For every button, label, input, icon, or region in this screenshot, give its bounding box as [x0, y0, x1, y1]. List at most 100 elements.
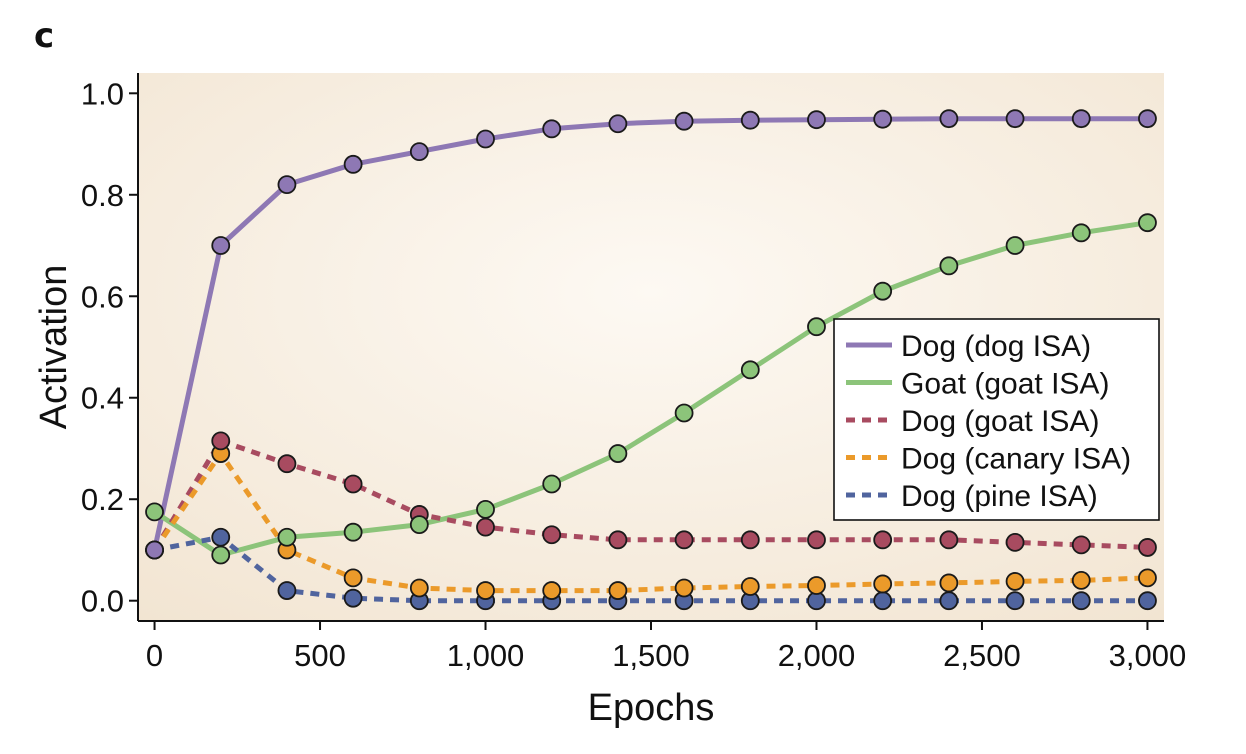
data-point-series-4 [939, 591, 959, 611]
data-point-series-2 [343, 474, 363, 494]
data-point-series-0 [674, 111, 694, 131]
data-point-series-2 [1005, 532, 1025, 552]
y-tick-label: 0.8 [81, 178, 124, 213]
data-point-series-3 [674, 578, 694, 598]
data-point-series-1 [476, 499, 495, 519]
data-point-series-3 [1005, 572, 1025, 591]
series-line-2 [152, 438, 1148, 552]
data-point-series-1 [740, 360, 760, 380]
legend-entry: Dog (goat ISA) [901, 405, 1099, 438]
data-point-series-0 [807, 110, 826, 130]
data-point-series-1 [211, 545, 231, 565]
data-point-series-0 [873, 109, 893, 129]
y-axis-title: Activation [33, 265, 75, 430]
data-point-series-2 [873, 530, 893, 550]
data-point-series-3 [1138, 568, 1157, 588]
data-point-series-0 [542, 119, 562, 139]
data-point-series-1 [939, 256, 959, 276]
data-point-series-4 [873, 591, 893, 611]
data-point-series-1 [409, 515, 429, 534]
data-point-series-3 [807, 576, 826, 595]
data-point-series-0 [1005, 109, 1025, 129]
x-axis-ticks: 0 500 1,000 1,500 2,000 2,500 3,000 [146, 621, 1186, 673]
x-tick-label: 3,000 [1109, 638, 1187, 673]
data-point-series-2 [807, 530, 826, 550]
data-point-series-1 [1071, 223, 1091, 243]
y-tick-label: 0.6 [81, 279, 124, 314]
data-point-series-1 [1005, 236, 1025, 255]
data-point-series-3 [343, 568, 363, 588]
data-point-series-1 [145, 502, 164, 522]
data-point-series-4 [277, 581, 297, 600]
data-point-series-3 [939, 573, 959, 593]
data-point-series-2 [674, 530, 694, 550]
y-tick-label: 0.2 [81, 482, 124, 517]
data-point-series-2 [542, 525, 562, 545]
data-point-series-2 [1138, 538, 1157, 557]
y-tick-label: 0.0 [81, 584, 124, 619]
y-axis-ticks: 0.0 0.2 0.4 0.6 0.8 1.0 [81, 76, 138, 619]
data-point-series-1 [343, 522, 363, 542]
data-point-series-0 [1071, 109, 1091, 129]
data-point-series-4 [1005, 591, 1025, 611]
legend-box [833, 318, 1160, 521]
series-points [145, 109, 1157, 611]
data-point-series-0 [476, 129, 495, 149]
data-point-series-4 [1138, 591, 1157, 611]
data-point-series-1 [277, 527, 297, 547]
data-point-series-3 [1071, 571, 1091, 590]
series-line-0 [152, 116, 1148, 551]
x-tick-label: 2,500 [943, 638, 1021, 673]
data-point-series-3 [740, 577, 760, 596]
x-tick-label: 2,000 [778, 638, 856, 673]
legend-entry: Dog (dog ISA) [901, 330, 1091, 363]
data-point-series-4 [343, 588, 363, 608]
panel-label: c [34, 16, 54, 56]
data-point-series-0 [343, 154, 363, 174]
series-line-4 [154, 534, 1148, 604]
data-point-series-2 [939, 530, 959, 550]
data-point-series-2 [277, 454, 297, 474]
data-point-series-0 [211, 236, 231, 255]
legend-entry: Goat (goat ISA) [901, 368, 1109, 401]
y-tick-label: 0.4 [81, 381, 124, 416]
data-point-series-1 [873, 281, 893, 301]
data-point-series-1 [542, 474, 562, 494]
y-tick-label: 1.0 [81, 76, 124, 111]
data-point-series-2 [740, 530, 760, 550]
data-point-series-3 [409, 578, 429, 598]
legend-entry: Dog (canary ISA) [901, 443, 1131, 476]
data-point-series-0 [939, 109, 959, 129]
x-tick-label: 1,000 [447, 638, 525, 673]
legend: Dog (dog ISA) Goat (goat ISA) Dog (goat IS… [833, 318, 1160, 521]
data-point-series-3 [476, 581, 495, 600]
data-point-series-3 [608, 581, 628, 600]
data-point-series-0 [277, 175, 297, 195]
data-point-series-0 [608, 114, 628, 134]
data-point-series-2 [211, 431, 231, 451]
series-line-1 [153, 220, 1148, 558]
x-tick-label: 1,500 [612, 638, 690, 673]
data-point-series-0 [1138, 109, 1157, 129]
data-point-series-1 [608, 444, 628, 463]
data-point-series-4 [1071, 591, 1091, 611]
data-point-series-2 [608, 530, 628, 550]
x-axis-title: Epochs [588, 687, 715, 729]
data-point-series-3 [542, 581, 562, 600]
data-point-series-1 [807, 317, 826, 337]
data-point-series-1 [674, 403, 694, 423]
data-point-series-0 [740, 110, 760, 130]
series-lines [152, 116, 1148, 604]
legend-entry: Dog (pine ISA) [901, 480, 1098, 513]
data-point-series-0 [409, 142, 429, 162]
data-point-series-2 [476, 517, 495, 537]
x-tick-label: 0 [146, 638, 163, 673]
data-point-series-1 [1138, 213, 1157, 233]
data-point-series-0 [145, 540, 164, 560]
data-point-series-3 [873, 574, 893, 594]
data-point-series-4 [211, 527, 231, 547]
series-line-3 [152, 451, 1148, 594]
data-point-series-2 [1071, 535, 1091, 555]
x-tick-label: 500 [294, 638, 346, 673]
